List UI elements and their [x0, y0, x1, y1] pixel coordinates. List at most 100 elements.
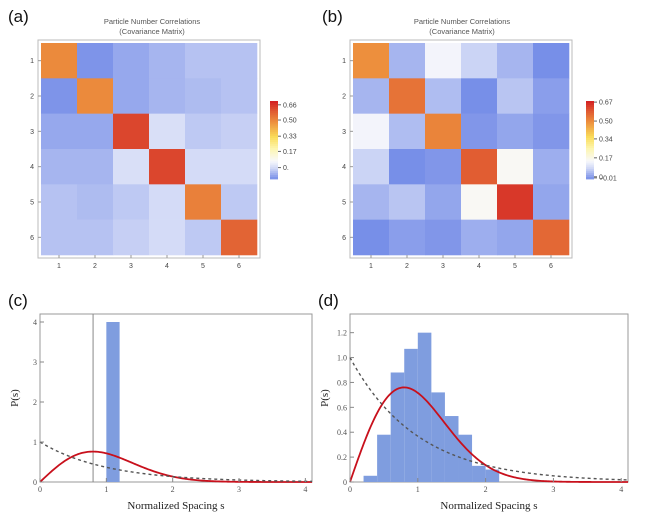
legend-swatch: [270, 108, 278, 112]
heatmap-cell: [77, 219, 114, 256]
legend-swatch: [586, 140, 594, 143]
heatmap-cell: [353, 113, 390, 150]
heatmap-cell: [221, 184, 258, 220]
legend-tick-label: 0.: [283, 165, 289, 172]
legend-swatch: [270, 112, 278, 116]
heatmap-cell: [533, 113, 570, 150]
row-label: 3: [30, 129, 34, 136]
heatmap-cell: [41, 149, 78, 185]
heatmap-cell: [149, 113, 186, 150]
legend-swatch: [270, 153, 278, 156]
legend-swatch: [586, 138, 594, 141]
row-label: 2: [30, 94, 34, 101]
heatmap-cell: [461, 43, 498, 79]
x-tick-label: 4: [303, 485, 307, 494]
heatmap-cell: [353, 149, 390, 185]
histogram-bar: [363, 475, 378, 482]
row-label: 2: [342, 94, 346, 101]
legend-swatch: [586, 112, 594, 116]
legend-swatch: [270, 128, 278, 131]
heatmap-a-title: Particle Number Correlations: [104, 17, 201, 26]
legend-swatch: [270, 118, 278, 121]
legend-tick-label: 0.50: [283, 118, 297, 125]
col-label: 1: [369, 263, 373, 270]
y-tick-label: 4: [33, 318, 37, 327]
legend-swatch: [270, 165, 278, 168]
heatmap-cell: [353, 43, 390, 79]
legend-swatch: [586, 175, 594, 178]
histogram-bar: [377, 434, 391, 482]
legend-swatch: [586, 167, 594, 170]
legend-swatch: [270, 161, 278, 164]
y-axis-label: P(s): [9, 389, 21, 407]
legend-swatch: [270, 120, 278, 123]
heatmap-cell: [77, 184, 114, 220]
col-label: 4: [165, 263, 169, 270]
legend-swatch: [586, 171, 594, 174]
y-tick-label: 2: [33, 398, 37, 407]
heatmap-b: 1 2 3 4 5 6 1 2 3 4 5 6 0.67 0.50 0.34 0.17 0−0.01: [342, 39, 617, 270]
legend-swatch: [270, 163, 278, 166]
heatmap-cell: [41, 43, 78, 79]
panel-label-c: (c): [8, 291, 28, 310]
x-tick-label: 4: [619, 485, 623, 494]
heatmap-cell: [113, 184, 150, 220]
legend-swatch: [586, 108, 594, 112]
col-label: 5: [201, 263, 205, 270]
legend-swatch: [270, 102, 278, 106]
histogram-bar: [472, 465, 486, 482]
legend-swatch: [270, 147, 278, 151]
histogram-bar: [458, 434, 473, 482]
y-tick-label: 3: [33, 358, 37, 367]
col-label: 3: [441, 263, 445, 270]
x-tick-label: 2: [484, 485, 488, 494]
heatmap-cell: [149, 78, 186, 114]
row-label: 4: [30, 164, 34, 171]
heatmap-cell: [389, 184, 426, 220]
row-label: 5: [342, 200, 346, 207]
heatmap-cell: [113, 78, 150, 114]
heatmap-cell: [185, 78, 222, 114]
legend-swatch: [270, 157, 278, 160]
heatmap-cell: [497, 184, 534, 220]
heatmap-cell: [185, 219, 222, 256]
y-tick-label: 0.8: [337, 378, 347, 387]
heatmap-cell: [425, 78, 462, 114]
legend-swatch: [586, 122, 594, 125]
legend-swatch: [586, 104, 594, 108]
heatmap-cell: [77, 149, 114, 185]
wigner-curve: [349, 386, 628, 483]
legend-swatch: [586, 126, 594, 129]
legend-swatch: [270, 122, 278, 125]
histogram-bar: [390, 372, 405, 482]
heatmap-b-title: Particle Number Correlations: [414, 17, 511, 26]
col-label: 2: [93, 263, 97, 270]
heatmap-cell: [425, 149, 462, 185]
legend-swatch: [270, 159, 278, 162]
col-label: 6: [549, 263, 553, 270]
x-tick-label: 1: [416, 485, 420, 494]
y-tick-label: 0.6: [337, 403, 347, 412]
heatmap-cell: [185, 184, 222, 220]
legend-swatch: [270, 101, 278, 104]
legend-swatch: [270, 151, 278, 155]
heatmap-cell: [389, 78, 426, 114]
heatmap-cell: [353, 184, 390, 220]
heatmap-cell: [353, 219, 390, 256]
legend-tick-label: 0.17: [599, 155, 613, 162]
legend-swatch: [586, 149, 594, 153]
heatmap-cell: [41, 113, 78, 150]
heatmap-cell: [461, 184, 498, 220]
legend-swatch: [586, 153, 594, 156]
legend-swatch: [270, 149, 278, 153]
heatmap-a: 1 2 3 4 5 6 1 2 3 4 5 6 0.66 0.50 0.33 0.17 0.: [30, 39, 297, 270]
col-label: 1: [57, 263, 61, 270]
heatmap-cell: [425, 43, 462, 79]
legend-tick-label: 0.67: [599, 100, 613, 107]
plot-frame: [39, 313, 313, 483]
heatmap-cell: [41, 219, 78, 256]
legend-swatch: [586, 110, 594, 114]
row-label: 6: [30, 235, 34, 242]
legend-swatch: [586, 143, 594, 147]
